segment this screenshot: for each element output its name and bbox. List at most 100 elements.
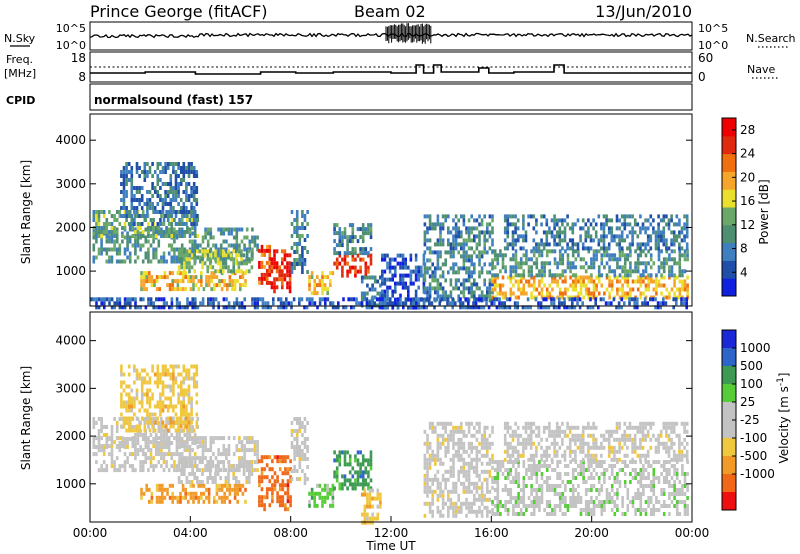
velocity-cell xyxy=(371,496,374,501)
power-cell xyxy=(668,253,671,258)
power-cell xyxy=(574,265,578,270)
velocity-cell xyxy=(209,472,212,476)
velocity-cell xyxy=(439,441,442,446)
velocity-cell xyxy=(289,499,292,504)
power-cell xyxy=(597,214,601,219)
velocity-cell xyxy=(171,499,174,504)
velocity-cell xyxy=(214,456,218,461)
power-cell xyxy=(159,218,162,222)
power-cell xyxy=(535,218,538,223)
velocity-cell xyxy=(363,508,367,513)
power-cell xyxy=(496,291,500,296)
velocity-cell xyxy=(196,456,200,461)
power-cell xyxy=(571,273,575,278)
power-cell xyxy=(121,305,124,310)
power-cell xyxy=(641,242,645,247)
power-cell xyxy=(250,253,254,258)
velocity-cell xyxy=(157,441,161,445)
velocity-cell xyxy=(286,507,290,512)
power-cell xyxy=(202,287,206,292)
velocity-cell xyxy=(110,460,114,465)
velocity-cell xyxy=(229,468,233,472)
velocity-cell xyxy=(232,476,235,480)
velocity-cell xyxy=(462,429,466,434)
velocity-cell xyxy=(488,445,492,450)
power-cell xyxy=(152,251,155,256)
power-cell xyxy=(439,238,442,243)
power-cell xyxy=(464,297,467,302)
power-cell xyxy=(579,287,583,292)
velocity-cell xyxy=(558,476,562,480)
power-cell xyxy=(491,279,494,284)
power-cell xyxy=(140,222,144,226)
power-cell xyxy=(227,301,231,306)
power-cell xyxy=(399,281,402,286)
power-cell xyxy=(448,301,452,306)
velocity-cell xyxy=(226,487,229,492)
velocity-cell xyxy=(439,513,442,518)
power-cell xyxy=(491,290,494,295)
power-cell xyxy=(134,247,137,252)
power-cell xyxy=(501,291,505,296)
power-cell xyxy=(386,297,389,302)
velocity-cell xyxy=(145,483,148,488)
power-cell xyxy=(103,305,106,310)
power-cell xyxy=(675,301,678,306)
power-cell xyxy=(361,223,365,228)
power-cell xyxy=(195,202,199,206)
velocity-cell xyxy=(220,495,224,500)
velocity-cell xyxy=(161,372,165,377)
power-cell xyxy=(548,291,552,296)
power-cell xyxy=(175,255,179,260)
power-cell xyxy=(522,238,525,243)
velocity-cell xyxy=(256,468,259,473)
velocity-cell xyxy=(522,504,526,508)
power-cell xyxy=(153,206,157,210)
power-cell xyxy=(136,230,140,234)
power-cell xyxy=(668,275,671,280)
power-cell xyxy=(175,235,179,240)
power-cell xyxy=(401,285,405,290)
velocity-cell xyxy=(152,456,155,461)
power-cell xyxy=(668,273,671,278)
power-cell xyxy=(569,265,572,270)
velocity-cell xyxy=(177,392,180,397)
power-cell xyxy=(452,270,455,275)
power-cell xyxy=(281,249,284,254)
power-cell xyxy=(258,248,261,253)
power-cell xyxy=(647,287,650,292)
power-cell xyxy=(509,222,512,227)
power-cell xyxy=(166,210,170,214)
velocity-cell xyxy=(185,372,188,377)
velocity-cell xyxy=(161,495,164,500)
velocity-cell xyxy=(118,468,122,473)
velocity-cell xyxy=(127,384,131,389)
power-cell xyxy=(486,294,489,299)
power-cell xyxy=(166,194,170,198)
power-cell xyxy=(535,261,539,266)
velocity-cell xyxy=(166,428,170,433)
power-cell xyxy=(675,214,679,219)
power-cell xyxy=(232,261,235,266)
power-cell xyxy=(550,297,553,302)
power-cell xyxy=(685,297,688,302)
power-cell xyxy=(644,283,648,288)
velocity-cell xyxy=(130,396,134,401)
power-cell xyxy=(548,261,552,266)
power-cell xyxy=(636,242,640,247)
velocity-cell xyxy=(478,449,481,454)
velocity-cell xyxy=(522,476,526,480)
power-cell xyxy=(636,275,640,280)
velocity-cell xyxy=(165,441,168,445)
velocity-cell xyxy=(538,496,541,500)
power-cell xyxy=(192,206,196,210)
power-cell xyxy=(134,239,137,244)
power-cell xyxy=(600,234,603,239)
power-cell xyxy=(166,218,170,222)
velocity-cell xyxy=(189,495,193,500)
velocity-cell xyxy=(138,408,141,413)
power-cell xyxy=(180,253,183,258)
power-cell xyxy=(251,239,254,244)
power-cell xyxy=(150,275,154,280)
velocity-cell xyxy=(161,483,164,488)
